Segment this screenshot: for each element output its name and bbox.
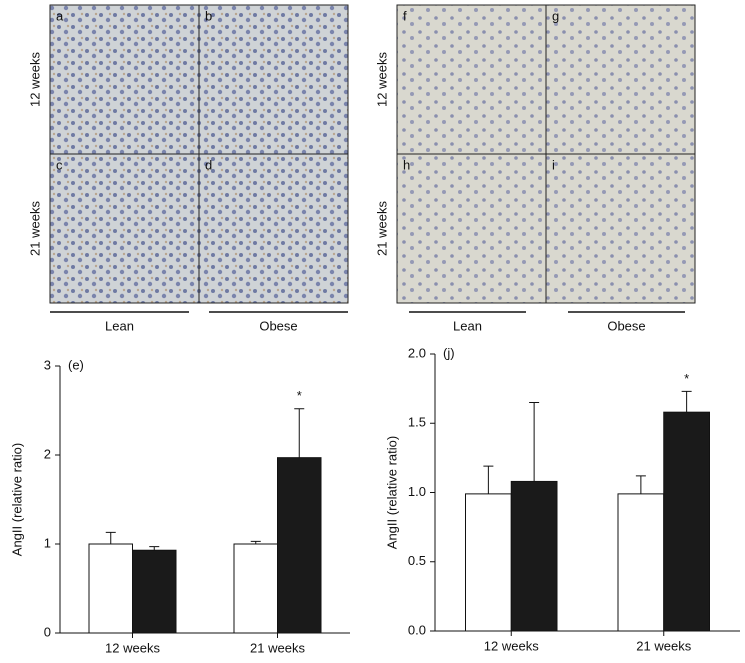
error-bar [250, 540, 261, 544]
micrograph [49, 4, 200, 155]
y-axis-label: AngII (relative ratio) [9, 443, 24, 556]
panel-label: c [56, 157, 63, 172]
panel-label: g [552, 8, 559, 23]
error-bar [149, 546, 160, 551]
y-axis-label: AngII (relative ratio) [384, 436, 399, 549]
y-tick-label: 1 [44, 535, 51, 550]
error-bar [635, 475, 646, 494]
x-tick-label: 12 weeks [484, 638, 539, 653]
bar [132, 549, 177, 634]
x-tick-label: 21 weeks [636, 638, 691, 653]
row-label: 21 weeks [374, 201, 389, 256]
row-label: 12 weeks [27, 52, 42, 107]
bar [277, 457, 322, 634]
error-bar [294, 408, 305, 458]
column-label: Lean [105, 318, 134, 333]
panel-label: a [56, 8, 64, 23]
bar [88, 543, 133, 634]
y-tick-label: 1.5 [408, 415, 426, 430]
panel-label: d [205, 157, 212, 172]
panel-label: f [403, 8, 407, 23]
y-tick-label: 2.0 [408, 345, 426, 360]
annotation: * [684, 371, 689, 386]
error-bar [483, 465, 494, 494]
error-bar [105, 531, 116, 544]
micrograph [545, 153, 696, 304]
bar [465, 493, 512, 632]
bar [233, 543, 278, 634]
row-label: 12 weeks [374, 52, 389, 107]
micrograph [396, 153, 547, 304]
bar [617, 493, 665, 632]
column-label: Obese [607, 318, 645, 333]
y-tick-label: 1.0 [408, 484, 426, 499]
error-bar [681, 390, 692, 413]
y-tick-label: 0 [44, 624, 51, 639]
panel-label: h [403, 157, 410, 172]
y-tick-label: 3 [44, 357, 51, 372]
micrograph [198, 153, 349, 304]
x-tick-label: 12 weeks [105, 640, 160, 655]
annotation: * [297, 388, 302, 403]
bar [663, 411, 710, 632]
panel-label: i [552, 157, 555, 172]
chart-title: (e) [68, 357, 84, 372]
micrograph [198, 4, 349, 155]
row-label: 21 weeks [27, 201, 42, 256]
column-label: Obese [259, 318, 297, 333]
column-label: Lean [453, 318, 482, 333]
panel-label: b [205, 8, 212, 23]
chart-title: (j) [443, 345, 455, 360]
bar [510, 480, 558, 632]
y-tick-label: 2 [44, 446, 51, 461]
micrograph [49, 153, 200, 304]
x-tick-label: 21 weeks [250, 640, 305, 655]
y-tick-label: 0.5 [408, 553, 426, 568]
error-bar [529, 401, 540, 482]
y-tick-label: 0.0 [408, 622, 426, 637]
micrograph [545, 4, 696, 155]
micrograph [396, 4, 547, 155]
